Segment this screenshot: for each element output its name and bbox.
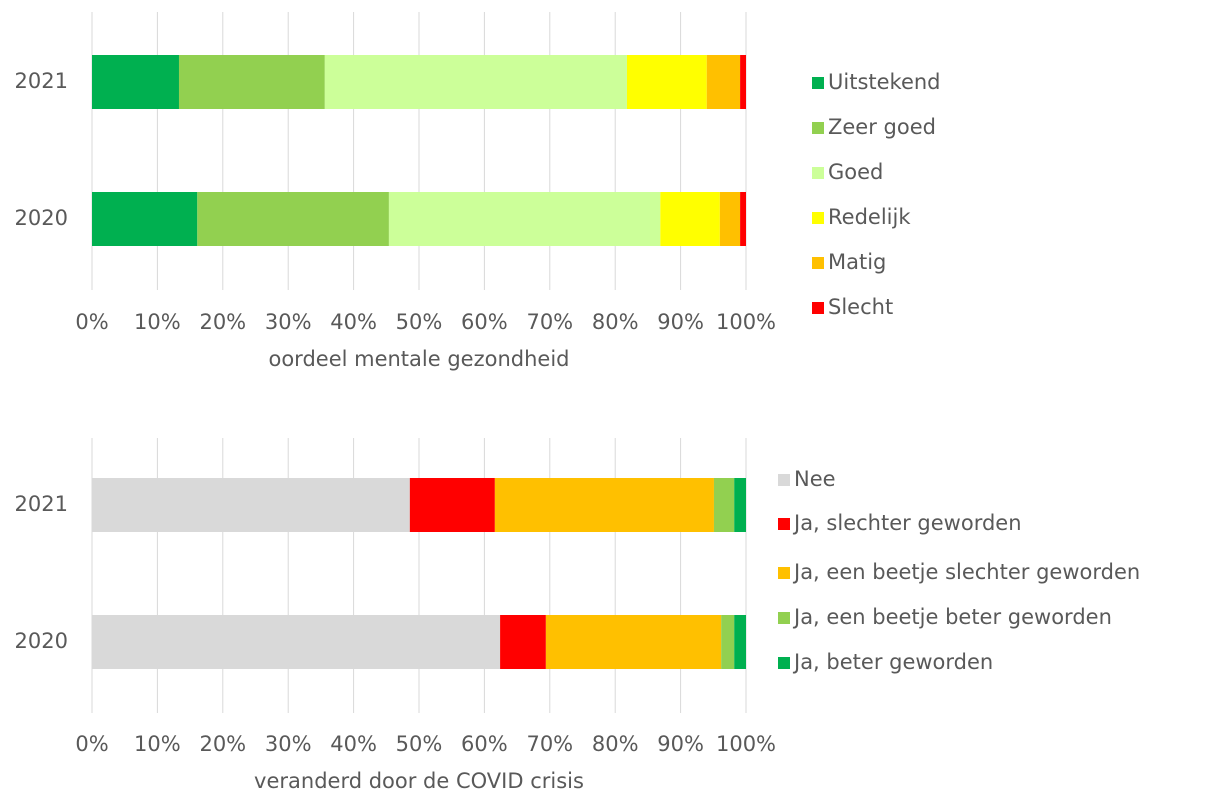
x-tick-label: 20% — [199, 310, 246, 334]
x-tick-label: 70% — [526, 310, 573, 334]
x-tick-label: 80% — [592, 732, 639, 756]
x-tick-label: 60% — [461, 732, 508, 756]
bar-segment — [740, 192, 746, 246]
bar-segment — [719, 192, 741, 246]
legend-label: Zeer goed — [828, 115, 936, 139]
legend-label: Redelijk — [828, 205, 911, 229]
bar-segment — [388, 192, 661, 246]
legend-swatch — [812, 257, 824, 269]
x-tick-label: 40% — [330, 310, 377, 334]
y-tick-label: 2021 — [15, 492, 68, 516]
bar-segment — [92, 615, 501, 669]
legend-label: Ja, beter geworden — [792, 650, 993, 674]
legend-label: Ja, slechter geworden — [792, 511, 1022, 535]
x-tick-label: 70% — [526, 732, 573, 756]
bar-segment — [660, 192, 720, 246]
bar-segment — [197, 192, 389, 246]
bar-segment — [545, 615, 722, 669]
bar-segment — [706, 55, 741, 109]
legend-swatch — [778, 567, 790, 579]
bar-segment — [494, 478, 714, 532]
legend-swatch — [778, 612, 790, 624]
x-tick-label: 0% — [75, 732, 108, 756]
y-tick-label: 2020 — [15, 206, 68, 230]
x-tick-label: 10% — [134, 732, 181, 756]
x-tick-label: 30% — [265, 732, 312, 756]
bar-segment — [740, 55, 746, 109]
legend-label: Ja, een beetje slechter geworden — [792, 560, 1140, 584]
bar-segment — [500, 615, 546, 669]
legend-label: Slecht — [828, 295, 893, 319]
x-tick-label: 40% — [330, 732, 377, 756]
x-tick-label: 10% — [134, 310, 181, 334]
bar-segment — [626, 55, 707, 109]
bar-segment — [713, 478, 735, 532]
bar-segment — [324, 55, 627, 109]
x-axis-label: oordeel mentale gezondheid — [268, 347, 569, 371]
legend-swatch — [812, 167, 824, 179]
bar-segment — [92, 478, 410, 532]
x-tick-label: 50% — [396, 310, 443, 334]
bar-segment — [409, 478, 495, 532]
bar-segment — [178, 55, 325, 109]
legend-label: Uitstekend — [828, 70, 941, 94]
legend-swatch — [812, 122, 824, 134]
x-tick-label: 20% — [199, 732, 246, 756]
x-tick-label: 90% — [657, 732, 704, 756]
legend-swatch — [812, 212, 824, 224]
x-tick-label: 100% — [716, 310, 776, 334]
x-tick-label: 100% — [716, 732, 776, 756]
legend-swatch — [778, 518, 790, 530]
legend-swatch — [778, 657, 790, 669]
x-tick-label: 0% — [75, 310, 108, 334]
x-tick-label: 90% — [657, 310, 704, 334]
x-axis-label: veranderd door de COVID crisis — [254, 769, 584, 793]
legend-swatch — [812, 77, 824, 89]
bar-segment — [734, 478, 746, 532]
bar-segment — [721, 615, 735, 669]
x-tick-label: 50% — [396, 732, 443, 756]
y-tick-label: 2020 — [15, 629, 68, 653]
bar-segment — [734, 615, 746, 669]
x-tick-label: 30% — [265, 310, 312, 334]
legend-label: Ja, een beetje beter geworden — [792, 605, 1112, 629]
legend-swatch — [812, 302, 824, 314]
bar-segment — [92, 55, 179, 109]
legend-label: Matig — [828, 250, 886, 274]
y-tick-label: 2021 — [15, 69, 68, 93]
legend-label: Nee — [794, 467, 836, 491]
x-tick-label: 80% — [592, 310, 639, 334]
x-tick-label: 60% — [461, 310, 508, 334]
legend-swatch — [778, 474, 790, 486]
bar-segment — [92, 192, 198, 246]
legend-label: Goed — [828, 160, 883, 184]
